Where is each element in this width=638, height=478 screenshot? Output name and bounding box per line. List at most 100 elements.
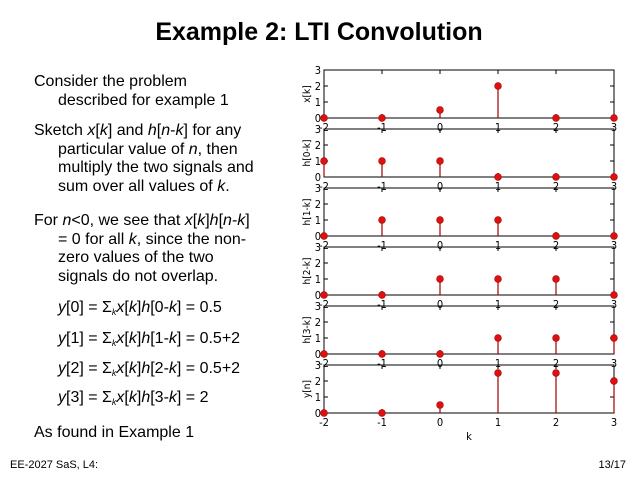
x-tick-label: 0 [437, 121, 443, 134]
y-tick-label: 0 [315, 171, 321, 184]
y-tick-label: 1 [315, 273, 321, 286]
stem-marker [494, 216, 502, 224]
x-tick-label: 1 [495, 239, 501, 252]
x-tick-label: 3 [611, 298, 617, 311]
stem-marker [610, 173, 618, 181]
stem-marker [436, 157, 444, 165]
x-tick-label: 2 [553, 416, 559, 429]
y-tick-label: 3 [315, 241, 321, 254]
slide-title: Example 2: LTI Convolution [155, 18, 483, 46]
y-axis-label: h[2-k] [302, 258, 313, 285]
y-tick-label: 2 [315, 316, 321, 329]
stem-marker [610, 114, 618, 122]
x-tick-label: 3 [611, 121, 617, 134]
x-tick-label: 3 [611, 416, 617, 429]
y-tick-label: 0 [315, 112, 321, 125]
stem-marker [610, 232, 618, 240]
plot-frame [323, 246, 615, 296]
equation-y3: y[3] = Σkx[k]h[3-k] = 2 [58, 389, 209, 407]
y-axis-label: h[1-k] [302, 199, 313, 226]
stem-marker [494, 173, 502, 181]
stem-marker [320, 232, 328, 240]
x-tick-label: -1 [377, 180, 387, 193]
x-tick-label: -2 [319, 416, 329, 429]
stem-marker [320, 291, 328, 299]
x-tick-label: 1 [495, 121, 501, 134]
y-tick-label: 2 [315, 80, 321, 93]
x-tick-label: -1 [377, 298, 387, 311]
stem-marker [610, 291, 618, 299]
y-tick-label: 2 [315, 198, 321, 211]
x-tick-label: -1 [377, 357, 387, 370]
x-tick-label: 1 [495, 180, 501, 193]
stem-marker [378, 350, 386, 358]
y-tick-label: 1 [315, 96, 321, 109]
y-tick-label: 3 [315, 64, 321, 77]
x-axis-label: k [466, 430, 472, 443]
stem-marker [610, 377, 618, 385]
y-tick-label: 0 [315, 289, 321, 302]
x-tick-label: 2 [553, 121, 559, 134]
equation-y0: y[0] = Σkx[k]h[0-k] = 0.5 [58, 299, 222, 317]
stem-marker [610, 334, 618, 342]
x-tick-label: 3 [611, 180, 617, 193]
x-tick-label: -1 [377, 121, 387, 134]
y-tick-label: 0 [315, 348, 321, 361]
plot-frame [323, 364, 615, 414]
stem-marker [320, 350, 328, 358]
x-tick-label: -2 [319, 121, 329, 134]
x-tick-label: 1 [495, 298, 501, 311]
x-tick-label: -2 [319, 298, 329, 311]
y-axis-label: y[n] [302, 380, 313, 398]
stem-marker [494, 334, 502, 342]
stem-marker [320, 157, 328, 165]
plot-frame [323, 69, 615, 119]
y-tick-label: 3 [315, 359, 321, 372]
stem-marker [378, 291, 386, 299]
paragraph-for-n-negative: For n<0, we see that x[k]h[n-k] = 0 for a… [34, 212, 250, 286]
y-tick-label: 1 [315, 155, 321, 168]
stem-marker [552, 232, 560, 240]
plot-frame [323, 305, 615, 355]
y-tick-label: 1 [315, 214, 321, 227]
x-tick-label: 0 [437, 357, 443, 370]
x-tick-label: -1 [377, 416, 387, 429]
paragraph-line: particular value of n, then [58, 140, 238, 158]
plot-frame [323, 128, 615, 178]
paragraph-line: described for example 1 [58, 91, 229, 109]
paragraph-line: Consider the problem [34, 73, 187, 90]
x-tick-label: 2 [553, 298, 559, 311]
footer-page-number: 13/17 [598, 459, 626, 471]
stem-marker [436, 275, 444, 283]
conclusion-text: As found in Example 1 [34, 424, 195, 441]
stem-marker [378, 409, 386, 417]
y-axis-label: h[0-k] [302, 140, 313, 167]
stem-marker [494, 369, 502, 377]
paragraph-line: For n<0, we see that x[k]h[n-k] [34, 212, 250, 229]
paragraph-line: signals do not overlap. [58, 267, 219, 285]
equation-y2: y[2] = Σkx[k]h[2-k] = 0.5+2 [58, 360, 241, 378]
paragraph-line: multiply the two signals and [58, 159, 254, 176]
stem-marker [378, 216, 386, 224]
footer-course: EE-2027 SaS, L4: [10, 459, 99, 471]
stem-marker [494, 82, 502, 90]
x-tick-label: 0 [437, 180, 443, 193]
paragraph-line: = 0 for all k, since the non- [58, 230, 247, 248]
paragraph-consider: Consider the problem described for exampl… [34, 73, 229, 110]
x-tick-label: -2 [319, 357, 329, 370]
stem-marker [436, 350, 444, 358]
y-tick-label: 0 [315, 230, 321, 243]
stem-marker [494, 275, 502, 283]
stem-marker [436, 216, 444, 224]
y-tick-label: 1 [315, 332, 321, 345]
plot-frame [323, 187, 615, 237]
stem-marker [436, 106, 444, 114]
x-tick-label: -1 [377, 239, 387, 252]
y-tick-label: 2 [315, 139, 321, 152]
paragraph-line: Sketch x[k] and h[n-k] for any [34, 122, 242, 139]
y-tick-label: 3 [315, 182, 321, 195]
stem-marker [320, 409, 328, 417]
equation-y1: y[1] = Σkx[k]h[1-k] = 0.5+2 [58, 330, 241, 348]
stem-marker [552, 275, 560, 283]
